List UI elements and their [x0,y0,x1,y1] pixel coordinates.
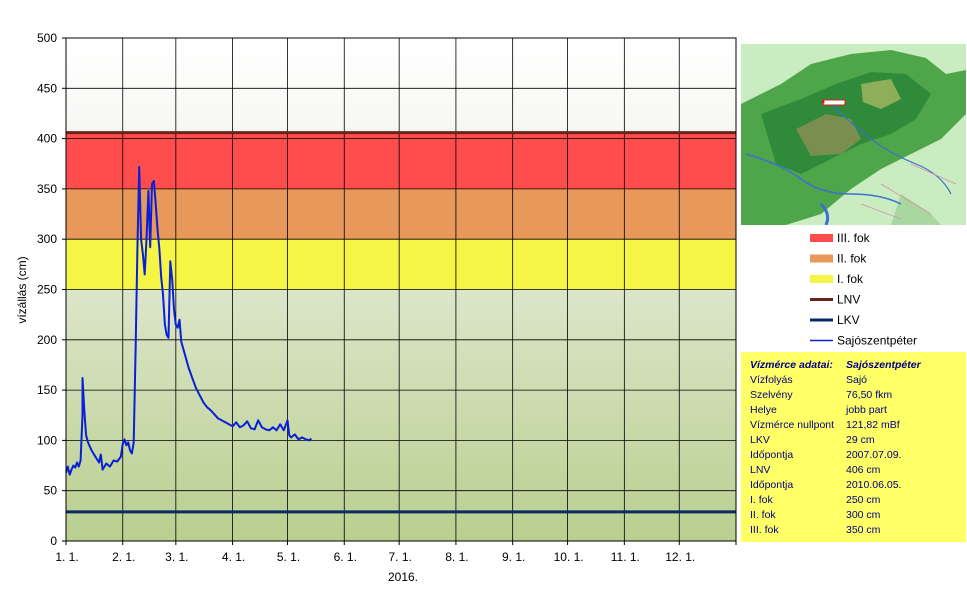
info-key: Szelvény [750,389,793,401]
info-value: jobb part [846,404,887,416]
y-axis-title: vízállás (cm) [15,256,29,323]
info-value: 350 cm [846,524,881,536]
legend-item: LKV [810,313,860,327]
x-tick-label: 3. 1. [165,550,188,564]
info-value: 406 cm [846,464,881,476]
band-ifok [66,239,736,290]
legend-label: III. fok [837,231,871,245]
info-key: Időpontja [750,479,794,491]
y-tick-label: 0 [50,534,57,548]
legend-item: I. fok [810,272,864,286]
y-axis: 0 50 100 150 200 250 300 350 400 450 500 [37,31,66,548]
legend-label: II. fok [837,252,867,266]
warning-bands [66,132,736,290]
x-tick-label: 5. 1. [277,550,300,564]
station-info-header-key: Vízmérce adatai: [750,359,833,371]
legend: III. fok II. fok I. fok LNV LKV Sajószentpéte… [810,231,917,348]
legend-label: LKV [837,313,860,327]
info-value: 29 cm [846,434,875,446]
legend-item: II. fok [810,252,867,266]
info-value: 2007.07.09. [846,449,902,461]
legend-swatch [810,254,833,263]
y-tick-label: 500 [37,31,57,45]
legend-swatch [810,275,833,283]
info-value: Sajó [846,374,868,386]
x-tick-label: 6. 1. [334,550,357,564]
info-value: 76,50 fkm [846,389,893,401]
x-tick-label: 1. 1. [55,550,78,564]
x-axis-title: 2016. [388,570,418,584]
band-iifok [66,188,736,240]
station-info-header-value: Sajószentpéter [846,359,921,371]
x-axis: 1. 1. 2. 1. 3. 1. 4. 1. 5. 1. 6. 1. 7. 1. 8. 1.… [55,541,737,564]
x-tick-label: 4. 1. [222,550,245,564]
legend-item: III. fok [810,231,871,245]
info-key: LKV [750,434,770,446]
station-info-panel: Vízmérce adatai: Sajószentpéter Vízfolyá… [741,352,966,542]
info-key: I. fok [750,494,773,506]
legend-item: LNV [810,293,860,307]
y-tick-label: 300 [37,232,57,246]
y-tick-label: 50 [44,484,58,498]
legend-swatch [810,234,833,242]
x-tick-label: 10. 1. [554,550,584,564]
x-tick-label: 11. 1. [611,550,640,564]
info-key: Vízfolyás [750,374,793,386]
info-key: Időpontja [750,449,794,461]
y-tick-label: 100 [37,433,57,447]
x-tick-label: 2. 1. [112,550,135,564]
y-tick-label: 400 [37,132,57,146]
y-tick-label: 350 [37,182,57,196]
reference-lines [66,131,736,514]
info-key: III. fok [750,524,779,536]
info-key: Vízmérce nullpont [750,419,835,431]
y-tick-label: 200 [37,333,57,347]
info-value: 300 cm [846,509,881,521]
region-map-image [741,44,966,225]
info-key: LNV [750,464,771,476]
y-tick-label: 250 [37,283,57,297]
series-line-sajoszentpeter [65,165,313,476]
info-key: II. fok [750,509,776,521]
legend-label: Sajószentpéter [837,334,917,348]
series-layer [65,165,313,476]
info-value: 121,82 mBf [846,419,900,431]
x-tick-label: 8. 1. [445,550,468,564]
band-iiifok [66,132,736,189]
legend-label: I. fok [837,272,864,286]
info-value: 250 cm [846,494,881,506]
info-value: 2010.06.05. [846,479,902,491]
x-tick-label: 12. 1. [665,550,695,564]
x-tick-label: 9. 1. [502,550,525,564]
legend-item: Sajószentpéter [810,334,917,348]
legend-label: LNV [837,293,860,307]
y-tick-label: 450 [37,81,57,95]
y-tick-label: 150 [37,383,57,397]
info-key: Helye [750,404,777,416]
x-tick-label: 7. 1. [388,550,411,564]
